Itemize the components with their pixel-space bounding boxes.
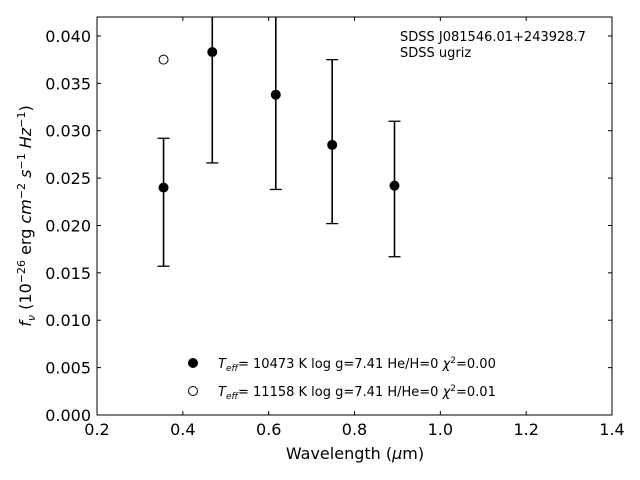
y-axis-title: fν (10−26 erg cm−2 s−1 Hz−1): [15, 105, 38, 326]
x-axis-title: Wavelength (μm): [286, 444, 424, 463]
annotation-object-name: SDSS J081546.01+243928.7: [400, 30, 586, 45]
x-tick-label: 0.2: [84, 420, 109, 439]
plot-area: [96, 16, 613, 416]
axis-ticks: 0.2 0.4 0.6 0.8 1.0 1.2 1.4 0.000 0.005 0.010 0.01…: [45, 17, 625, 439]
y-tick-label: 0.000: [45, 406, 91, 425]
y-tick-label: 0.015: [45, 264, 91, 283]
data-point-filled: [158, 182, 169, 193]
data-point-filled: [270, 89, 281, 100]
data-marks: [157, 17, 401, 267]
x-tick-label: 1.4: [599, 420, 624, 439]
legend: Teff= 10473 K log g=7.41 He/H=0 χ2=0.00 …: [188, 356, 496, 402]
data-point-filled: [207, 47, 218, 58]
y-tick-label: 0.025: [45, 169, 91, 188]
y-tick-label: 0.040: [45, 27, 91, 46]
x-tick-label: 1.2: [513, 420, 538, 439]
x-tick-label: 0.6: [256, 420, 281, 439]
legend-label-series-2: Teff= 11158 K log g=7.41 H/He=0 χ2=0.01: [218, 384, 496, 402]
y-tick-label: 0.020: [45, 216, 91, 235]
x-tick-label: 0.4: [170, 420, 195, 439]
y-tick-label: 0.030: [45, 122, 91, 141]
plot-frame: [96, 16, 613, 416]
legend-marker-filled: [188, 358, 198, 368]
x-tick-label: 0.8: [342, 420, 367, 439]
data-point-filled: [327, 139, 338, 150]
y-tick-label: 0.005: [45, 359, 91, 378]
legend-marker-open: [188, 386, 198, 396]
data-point-filled: [389, 180, 400, 191]
annotation-survey-name: SDSS ugriz: [400, 46, 471, 61]
x-tick-label: 1.0: [428, 420, 453, 439]
y-tick-label: 0.035: [45, 74, 91, 93]
data-point-open: [158, 54, 169, 65]
y-tick-label: 0.010: [45, 311, 91, 330]
legend-label-series-1: Teff= 10473 K log g=7.41 He/H=0 χ2=0.00: [218, 356, 496, 374]
